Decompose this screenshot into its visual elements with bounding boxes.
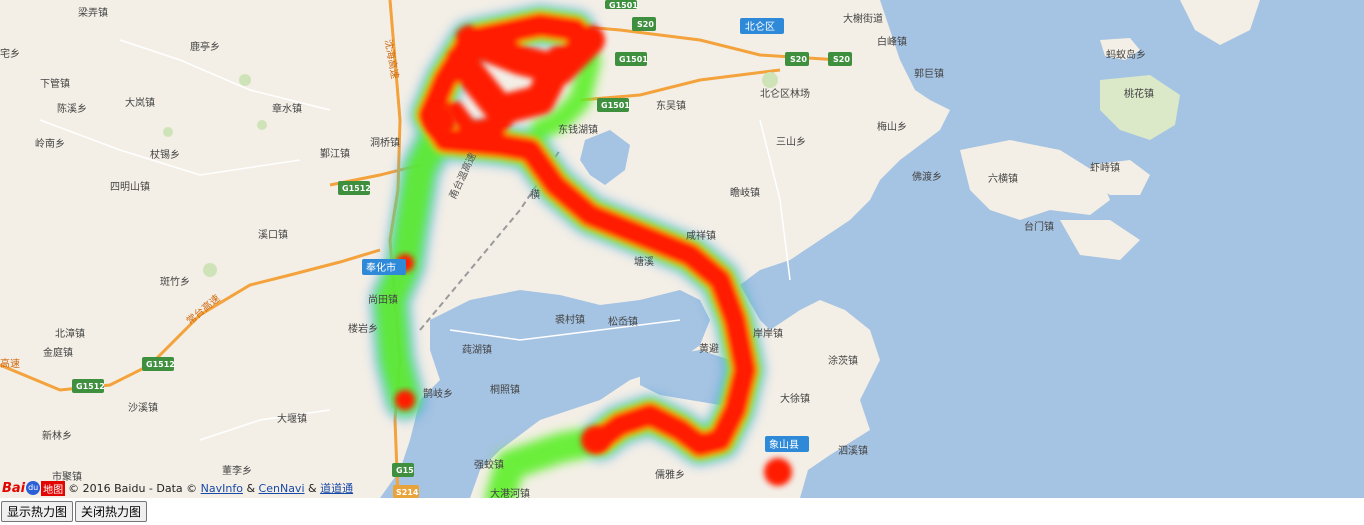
label-songao: 松岙镇 [608, 315, 638, 328]
label-yinjiang: 鄞江镇 [320, 147, 350, 160]
label-daxu: 大徐镇 [780, 392, 810, 405]
label-anan: 岸岸镇 [753, 327, 783, 340]
label-chenxi: 陈溪乡 [57, 102, 87, 115]
label-sanshan: 三山乡 [776, 136, 806, 148]
hide-heatmap-button[interactable]: 关闭热力图 [75, 501, 147, 522]
shield-s20-c: S20 [833, 55, 850, 64]
label-xikou: 溪口镇 [258, 228, 288, 241]
shield-g15: G15 [396, 466, 414, 475]
label-jinting: 金庭镇 [43, 346, 73, 359]
label-sixi: 泗溪镇 [838, 444, 868, 457]
shield-s214: S214 [396, 488, 419, 497]
label-zhanqi: 瞻岐镇 [730, 186, 760, 199]
shield-g1512-a: G1512 [342, 184, 371, 193]
label-louyan: 楼岩乡 [348, 322, 378, 335]
label-xinlin: 新林乡 [42, 429, 72, 442]
shield-g1512-c: G1512 [76, 382, 105, 391]
cennavi-link[interactable]: CenNavi [259, 482, 305, 495]
district-fenghua: 奉化市 [366, 261, 396, 274]
amp-1: & [246, 482, 255, 495]
label-lingnan: 岭南乡 [35, 137, 65, 150]
heatmap-controls: 显示热力图 关闭热力图 [1, 501, 147, 522]
copyright-text: © 2016 Baidu - Data © [68, 482, 197, 495]
label-dagang: 大港河镇 [490, 487, 530, 498]
amp-2: & [308, 482, 317, 495]
label-gaosu: 高速 [0, 357, 20, 370]
label-fodu: 佛渡乡 [912, 170, 942, 183]
baidu-map-logo: Bai du 地图 [2, 481, 65, 496]
label-forest: 北仑区林场 [760, 87, 810, 100]
shield-g1501-low: G1501 [601, 101, 630, 110]
label-dayan: 大堰镇 [277, 412, 307, 425]
district-beilun: 北仑区 [745, 20, 775, 33]
label-qiangjiao: 强蛟镇 [474, 458, 504, 471]
show-heatmap-button[interactable]: 显示热力图 [1, 501, 73, 522]
shield-s20-b: S20 [790, 55, 807, 64]
map-copyright: Bai du 地图 © 2016 Baidu - Data © NavInfo & … [2, 479, 353, 497]
label-heng: 横 [530, 188, 540, 201]
label-chunhu: 莼湖镇 [462, 343, 492, 356]
navinfo-link[interactable]: NavInfo [201, 482, 243, 495]
label-ruya: 儒雅乡 [655, 468, 685, 481]
label-tangxi: 塘溪 [634, 255, 654, 268]
label-tuci: 涂茨镇 [828, 354, 858, 367]
shield-g1501-top: G1501 [609, 1, 638, 10]
label-dongqianhu: 东钱湖镇 [558, 123, 598, 136]
label-queqi: 鹊岐乡 [423, 387, 453, 400]
district-xiangshan: 象山县 [769, 439, 799, 451]
shield-g1512-b: G1512 [146, 360, 175, 369]
shield-g1501-mid: G1501 [619, 55, 648, 64]
label-baifeng: 白峰镇 [877, 35, 907, 48]
label-banzhu: 斑竹乡 [160, 275, 190, 288]
label-dongqiao: 洞桥镇 [370, 136, 400, 149]
map-svg: 梁弄镇 鹿亭乡 下管镇 大岚镇 陈溪乡 章水镇 岭南乡 杖锡乡 洞桥镇 鄞江镇 … [0, 0, 1364, 498]
label-mayi: 蚂蚁岛乡 [1106, 48, 1146, 61]
label-tongzhao: 桐照镇 [490, 383, 520, 396]
label-huangbi: 黄避 [699, 342, 719, 355]
label-luting: 鹿亭乡 [190, 40, 220, 53]
label-xiazhi: 虾峙镇 [1090, 161, 1120, 174]
label-guoju: 郭巨镇 [914, 67, 944, 80]
label-qiucun: 裘村镇 [555, 313, 585, 326]
label-daxie: 大榭街道 [843, 12, 883, 25]
daodaotong-link[interactable]: 道道通 [320, 480, 353, 496]
logo-ditu: 地图 [41, 481, 65, 496]
label-shaxi: 沙溪镇 [128, 401, 158, 414]
label-dalan: 大岚镇 [125, 96, 155, 109]
shield-s20-a: S20 [637, 20, 654, 29]
label-liuheng: 六横镇 [988, 172, 1018, 185]
label-zhai: 宅乡 [0, 47, 20, 60]
label-shangtian: 尚田镇 [368, 293, 398, 306]
label-siming: 四明山镇 [110, 180, 150, 193]
label-xiaguan: 下管镇 [40, 77, 70, 90]
logo-bai: Bai [2, 481, 25, 496]
paw-icon: du [26, 481, 40, 495]
label-zhangshui: 章水镇 [272, 102, 302, 115]
label-beizhang: 北漳镇 [55, 327, 85, 340]
label-zhangxi: 杖锡乡 [150, 148, 180, 161]
label-taimen: 台门镇 [1024, 220, 1054, 233]
label-xianxiang: 咸祥镇 [686, 229, 716, 242]
label-taohua: 桃花镇 [1124, 87, 1154, 100]
label-liangnong: 梁弄镇 [78, 6, 108, 19]
label-meishan: 梅山乡 [877, 120, 907, 133]
label-dongwu: 东吴镇 [656, 99, 686, 112]
label-dongli: 董李乡 [222, 464, 252, 477]
map-canvas[interactable]: 梁弄镇 鹿亭乡 下管镇 大岚镇 陈溪乡 章水镇 岭南乡 杖锡乡 洞桥镇 鄞江镇 … [0, 0, 1364, 498]
